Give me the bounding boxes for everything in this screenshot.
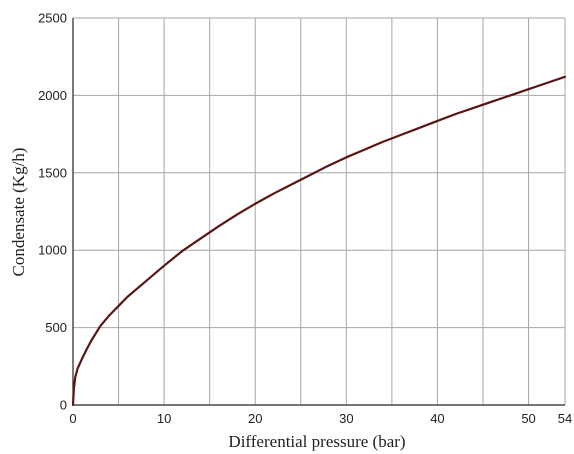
y-tick-label: 2000 xyxy=(38,88,67,103)
x-tick-label: 10 xyxy=(157,411,171,426)
y-axis-label: Condensate (Kg/h) xyxy=(9,148,28,277)
grid xyxy=(72,17,566,406)
series-layer xyxy=(71,75,567,407)
y-tick-label: 1500 xyxy=(38,165,67,180)
y-tick-label: 0 xyxy=(60,398,67,413)
x-tick-label: 54 xyxy=(558,411,572,426)
y-tick-label: 2500 xyxy=(38,11,67,26)
plot-frame xyxy=(72,18,565,406)
x-tick-label: 30 xyxy=(339,411,353,426)
x-tick-label: 40 xyxy=(430,411,444,426)
y-tick-label: 1000 xyxy=(38,243,67,258)
series-line-1 xyxy=(71,75,567,407)
y-tick-label: 500 xyxy=(45,320,67,335)
x-tick-label: 0 xyxy=(69,411,76,426)
x-tick-label: 20 xyxy=(248,411,262,426)
y-axis-ticks: 0 500 1000 1500 2000 2500 xyxy=(38,11,67,413)
x-axis-ticks: 0 10 20 30 40 50 54 xyxy=(69,411,572,426)
x-axis-label: Differential pressure (bar) xyxy=(228,432,405,451)
x-tick-label: 50 xyxy=(521,411,535,426)
